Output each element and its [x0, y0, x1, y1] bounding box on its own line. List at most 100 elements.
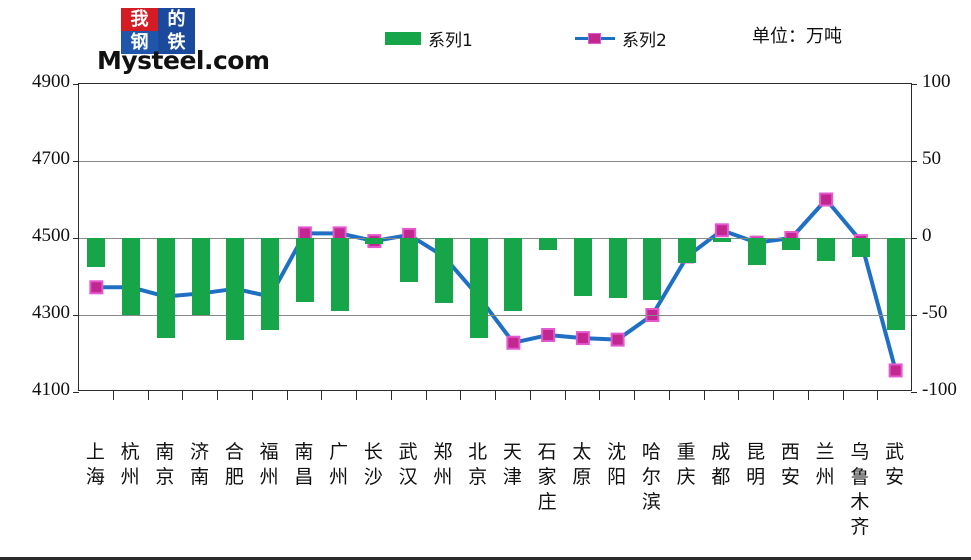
x-axis-tick [112, 391, 114, 400]
x-axis-label-长沙: 长沙 [363, 441, 383, 488]
x-axis-label-上海: 上海 [85, 441, 105, 488]
x-axis-tick [599, 391, 601, 400]
y-axis-left-label: 4700 [32, 148, 70, 169]
y-axis-right-tick [911, 238, 917, 239]
x-axis-label-杭州: 杭州 [120, 441, 140, 488]
logo-char-tie: 铁 [158, 31, 195, 54]
x-axis-tick [147, 391, 149, 400]
x-axis-label-福州: 福州 [259, 441, 279, 488]
bottom-rule [0, 557, 971, 560]
series2-polyline [96, 197, 898, 371]
x-axis-label-天津: 天津 [502, 441, 522, 488]
y-axis-left-tick [73, 161, 79, 162]
y-axis-left-label: 4100 [32, 379, 70, 400]
x-axis-label-重庆: 重庆 [676, 441, 696, 488]
x-axis-tick [738, 391, 740, 400]
x-axis-tick [703, 391, 705, 400]
x-axis-tick [842, 391, 844, 400]
y-axis-right-label: 0 [922, 225, 932, 246]
bar-西安 [782, 238, 801, 250]
mysteel-logo: 我 的 钢 铁 Mysteel.com [97, 8, 270, 75]
logo-char-gang: 钢 [121, 31, 158, 54]
bar-广州 [330, 238, 349, 312]
y-axis-left-label: 4300 [32, 302, 70, 323]
chart-legend: 系列1 系列2 [385, 26, 685, 51]
x-axis-label-郑州: 郑州 [433, 441, 453, 488]
gridline [79, 315, 911, 316]
x-axis-label-沈阳: 沈阳 [607, 441, 627, 488]
y-axis-right-tick [911, 392, 917, 393]
x-axis-label-北京: 北京 [468, 441, 488, 488]
x-axis-label-合肥: 合肥 [224, 441, 244, 488]
x-axis-label-兰州: 兰州 [815, 441, 835, 488]
bar-昆明 [747, 238, 766, 265]
x-axis-label-西安: 西安 [780, 441, 800, 488]
legend-label-series2: 系列2 [622, 31, 667, 51]
x-axis-tick [425, 391, 427, 400]
bar-哈尔滨 [643, 238, 662, 300]
x-axis-tick [217, 391, 218, 400]
legend-line-swatch-icon [575, 32, 615, 45]
x-axis-label-哈尔滨: 哈尔滨 [641, 441, 661, 513]
x-axis-tick [460, 391, 462, 400]
x-axis-label-乌鲁木齐: 乌鲁木齐 [850, 441, 870, 538]
y-axis-right-label: 50 [922, 148, 941, 169]
legend-item-series1: 系列1 [385, 26, 473, 51]
x-axis-label-济南: 济南 [190, 441, 210, 488]
x-axis-tick [495, 391, 496, 400]
x-axis-label-武汉: 武汉 [398, 441, 418, 488]
y-axis-left-tick [73, 392, 79, 393]
bar-长沙 [365, 238, 384, 244]
bar-兰州 [817, 238, 836, 262]
marker-兰州 [819, 192, 834, 207]
x-axis-tick [251, 391, 253, 400]
gridline [79, 238, 911, 239]
x-axis-tick [356, 391, 357, 400]
y-axis-right-tick [911, 161, 917, 162]
y-axis-right-label: -50 [922, 302, 948, 323]
bar-武安 [886, 238, 905, 331]
x-axis-tick [773, 391, 774, 400]
logo-char-wo: 我 [121, 8, 158, 31]
x-axis-label-广州: 广州 [329, 441, 349, 488]
y-axis-right-tick [911, 84, 917, 85]
y-axis-right-label: -100 [922, 379, 957, 400]
unit-note: 单位：万吨 [752, 26, 842, 47]
bar-南京 [156, 238, 175, 339]
bar-福州 [261, 238, 280, 331]
y-axis-left-label: 4500 [32, 225, 70, 246]
bar-上海 [87, 238, 106, 268]
bar-太原 [573, 238, 592, 296]
marker-天津 [506, 335, 521, 350]
logo-character-grid: 我 的 钢 铁 [121, 8, 195, 54]
logo-wordmark: Mysteel.com [97, 46, 270, 75]
legend-item-series2: 系列2 [575, 26, 667, 51]
x-axis-label-太原: 太原 [572, 441, 592, 488]
x-axis-ticks [78, 391, 912, 400]
legend-label-series1: 系列1 [428, 31, 473, 51]
bar-合肥 [226, 238, 245, 341]
x-axis-label-成都: 成都 [711, 441, 731, 488]
x-axis-tick [182, 391, 184, 400]
bar-天津 [504, 238, 523, 312]
x-axis-label-石家庄: 石家庄 [537, 441, 557, 513]
y-axis-right-label: 100 [922, 71, 951, 92]
bar-南昌 [295, 238, 314, 302]
x-axis-tick [564, 391, 566, 400]
bar-沈阳 [608, 238, 627, 298]
marker-武安 [888, 363, 903, 378]
x-axis-tick [286, 391, 288, 400]
marker-石家庄 [541, 328, 556, 343]
x-axis-tick [668, 391, 670, 400]
marker-沈阳 [610, 332, 625, 347]
bar-济南 [191, 238, 210, 315]
bar-北京 [469, 238, 488, 339]
bar-武汉 [400, 238, 419, 283]
x-axis-tick [877, 391, 879, 400]
y-axis-left-tick [73, 84, 79, 85]
y-axis-left-tick [73, 315, 79, 316]
gridline [79, 161, 911, 162]
marker-成都 [714, 223, 729, 238]
plot-area [73, 83, 917, 393]
